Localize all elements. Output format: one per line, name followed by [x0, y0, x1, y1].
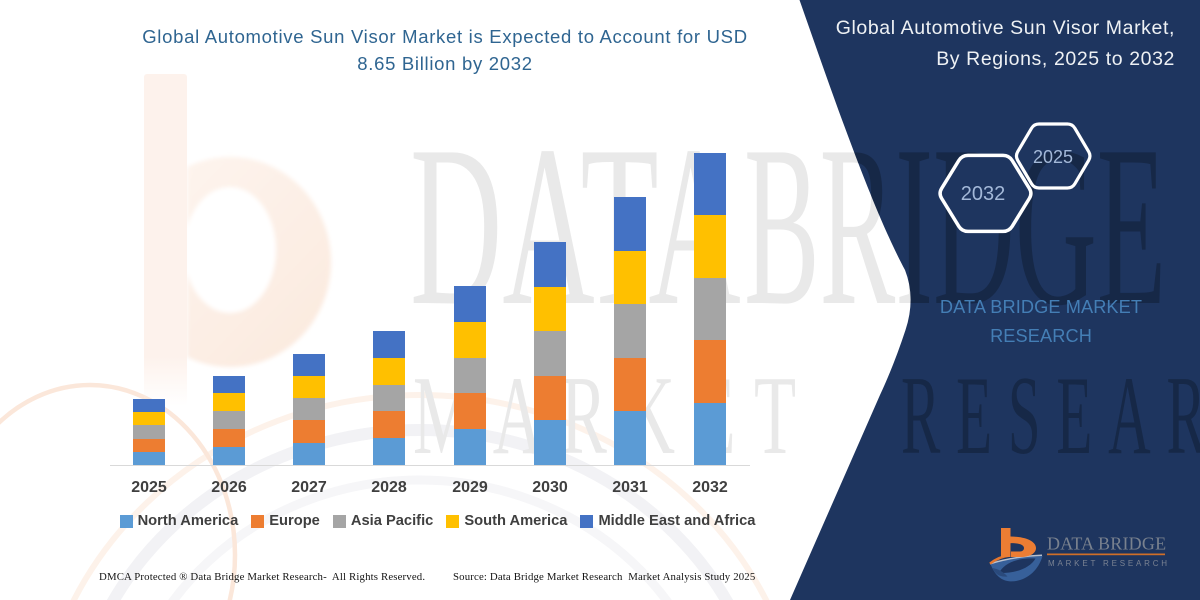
svg-text:MARKET RESEARCH: MARKET RESEARCH — [1048, 559, 1170, 568]
svg-text:DATA BRIDGE: DATA BRIDGE — [1047, 534, 1166, 554]
